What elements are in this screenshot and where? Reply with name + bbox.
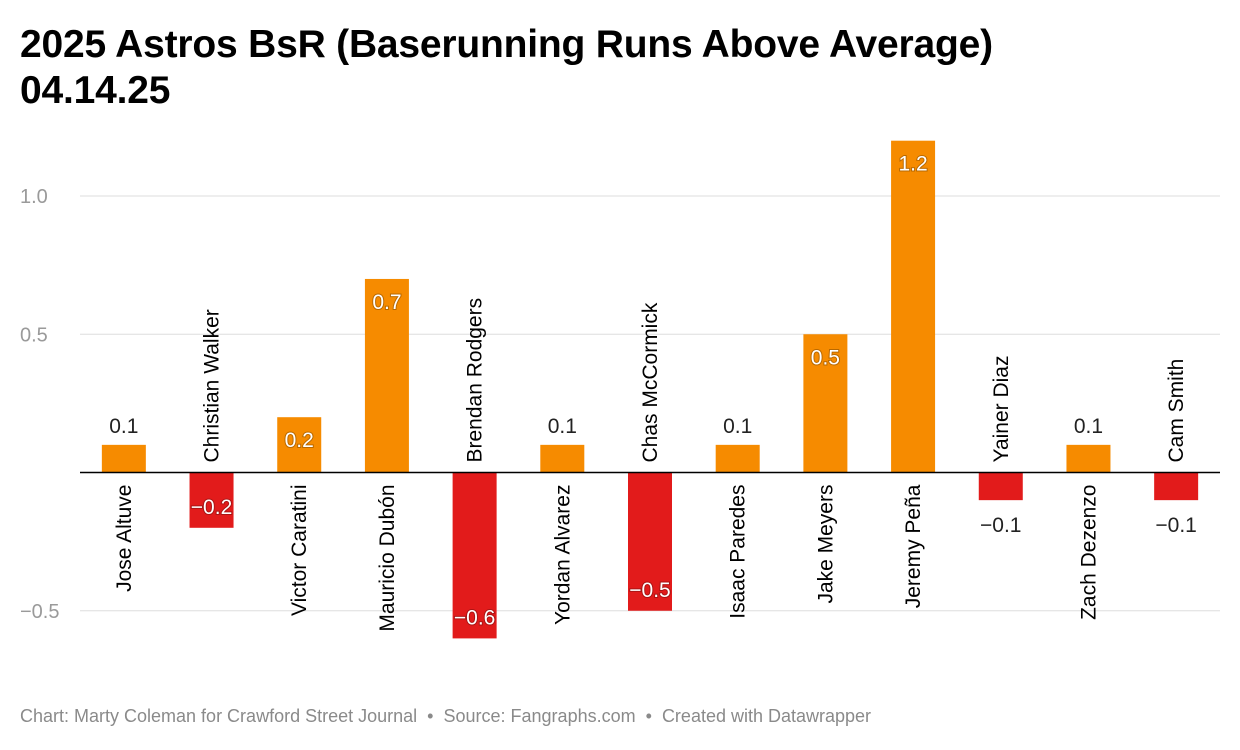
bar — [1066, 444, 1111, 473]
category-label: Brendan Rodgers — [464, 298, 487, 463]
category-label: Jeremy Peña — [902, 484, 925, 608]
chart-footer: Chart: Marty Coleman for Crawford Street… — [20, 706, 871, 727]
value-label: 0.5 — [811, 346, 840, 369]
value-label: 0.1 — [548, 415, 577, 438]
category-label: Yainer Diaz — [990, 355, 1013, 462]
category-label: Yordan Alvarez — [551, 485, 574, 626]
bar — [628, 472, 672, 611]
chart-title-line-2: 04.14.25 — [20, 69, 171, 112]
value-label: −0.1 — [980, 514, 1021, 537]
category-label: Cam Smith — [1165, 359, 1188, 463]
category-label: Mauricio Dubón — [376, 485, 399, 632]
bar — [715, 444, 760, 473]
chart-title: 2025 Astros BsR (Baserunning Runs Above … — [20, 22, 1220, 114]
value-label: 0.2 — [285, 429, 314, 452]
bar — [452, 472, 497, 639]
bar — [189, 472, 234, 528]
category-label: Zach Dezenzo — [1077, 485, 1100, 620]
value-label: 0.1 — [109, 415, 138, 438]
category-label: Victor Caratini — [288, 485, 311, 617]
footer-tool: Created with Datawrapper — [661, 706, 872, 726]
bar — [978, 472, 1023, 501]
value-label: 0.1 — [1074, 415, 1103, 438]
category-label: Christian Walker — [201, 309, 224, 462]
bar — [101, 444, 146, 473]
category-label: Chas McCormick — [639, 302, 662, 462]
bar-chart: 1.0 0.5 −0.5 0.1 Jose Altuve −0.2 Christian Wa… — [20, 140, 1220, 639]
footer-credit: Chart: Marty Coleman for Crawford Street… — [20, 706, 418, 726]
footer-separator: • — [427, 706, 434, 726]
y-tick-label: −0.5 — [20, 601, 59, 623]
value-label: 0.1 — [723, 415, 752, 438]
category-label: Jose Altuve — [113, 485, 136, 592]
bar — [891, 140, 936, 473]
value-label: 0.7 — [372, 291, 401, 314]
bar — [540, 444, 585, 473]
value-label: −0.5 — [629, 579, 670, 602]
y-tick-label: 0.5 — [20, 324, 48, 346]
footer-separator: • — [645, 706, 652, 726]
value-label: 1.2 — [898, 153, 927, 176]
footer-source: Source: Fangraphs.com — [443, 706, 636, 726]
value-label: −0.2 — [191, 496, 232, 519]
value-label: −0.6 — [454, 606, 495, 629]
y-tick-label: 1.0 — [20, 186, 48, 208]
chart-title-line-1: 2025 Astros BsR (Baserunning Runs Above … — [20, 23, 993, 66]
category-label: Isaac Paredes — [727, 485, 750, 619]
bar — [803, 334, 848, 473]
value-label: −0.1 — [1155, 514, 1196, 537]
bar — [364, 278, 409, 473]
bar — [277, 417, 322, 473]
bar — [1154, 472, 1199, 501]
category-label: Jake Meyers — [814, 485, 837, 604]
